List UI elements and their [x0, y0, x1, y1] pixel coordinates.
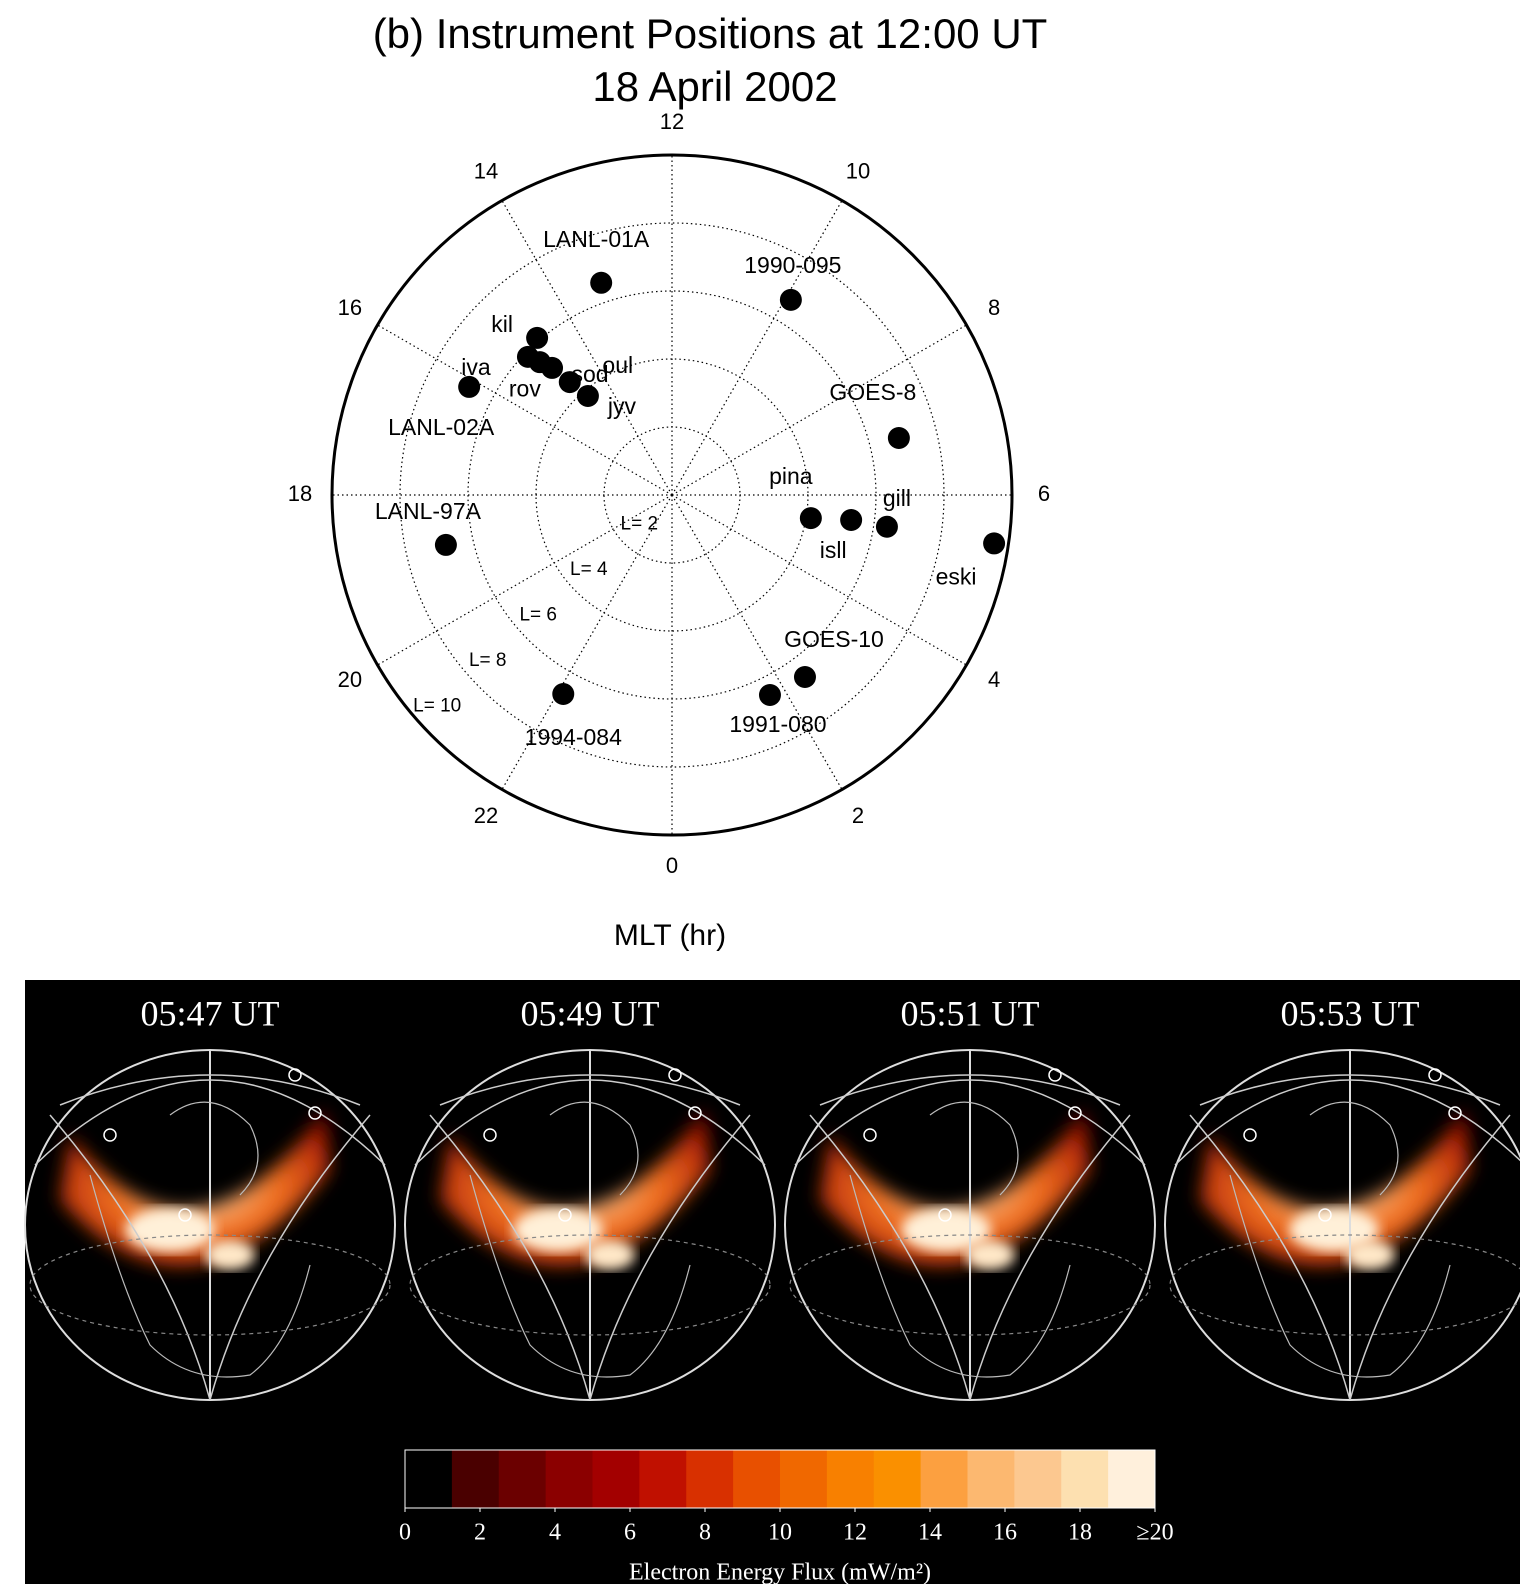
aurora-bright	[205, 1240, 255, 1270]
instrument-label: LANL-97A	[375, 498, 482, 524]
instrument-marker	[759, 684, 781, 706]
mlt-tick-label: 22	[474, 803, 498, 828]
instrument-marker	[590, 272, 612, 294]
instrument-marker	[541, 357, 563, 379]
panel-title: 05:51 UT	[901, 993, 1040, 1033]
l-ring-label: L= 4	[570, 559, 608, 580]
instrument-label: 1991-080	[729, 711, 826, 737]
colorbar-segment	[499, 1450, 546, 1508]
spoke	[672, 325, 966, 495]
instrument-label: iva	[461, 354, 491, 380]
colorbar-segment	[452, 1450, 499, 1508]
colorbar-segment	[827, 1450, 874, 1508]
instrument-marker	[876, 516, 898, 538]
colorbar-tick-label: 12	[843, 1520, 867, 1546]
colorbar-tick-label: 16	[993, 1520, 1017, 1546]
chart-subtitle: 18 April 2002	[592, 63, 837, 110]
aurora-bright	[965, 1240, 1015, 1270]
colorbar-tick-label: 8	[699, 1520, 711, 1546]
colorbar-segment	[874, 1450, 921, 1508]
colorbar-segment	[921, 1450, 968, 1508]
colorbar-tick-label: 10	[768, 1520, 792, 1546]
instrument-label: eski	[936, 564, 977, 590]
instrument-label: isll	[820, 537, 847, 563]
instrument-marker	[840, 509, 862, 531]
colorbar-segment	[1108, 1450, 1155, 1508]
colorbar-segment	[593, 1450, 640, 1508]
aurora-bright	[1345, 1240, 1395, 1270]
panel-title: 05:47 UT	[141, 993, 280, 1033]
colorbar-segment	[780, 1450, 827, 1508]
instrument-marker	[435, 534, 457, 556]
colorbar-tick-label: 4	[549, 1520, 561, 1546]
colorbar-tick-label: 2	[474, 1520, 486, 1546]
instrument-marker	[983, 532, 1005, 554]
mlt-tick-label: 14	[474, 159, 498, 184]
mlt-tick-label: 20	[338, 667, 362, 692]
mlt-tick-label: 10	[846, 159, 870, 184]
x-axis-label: MLT (hr)	[614, 919, 726, 952]
panel-title: 05:53 UT	[1281, 993, 1420, 1033]
page: (b) Instrument Positions at 12:00 UT 18 …	[0, 0, 1520, 1589]
colorbar-segment	[639, 1450, 686, 1508]
colorbar-tick-label: 14	[918, 1520, 942, 1546]
colorbar-segment	[1061, 1450, 1108, 1508]
aurora-bright	[585, 1240, 635, 1270]
instrument-marker	[458, 376, 480, 398]
instrument-label: GOES-8	[829, 379, 916, 405]
instrument-label: GOES-10	[784, 626, 884, 652]
colorbar-segment	[405, 1450, 452, 1508]
colorbar-segment	[686, 1450, 733, 1508]
mlt-tick-label: 16	[338, 295, 362, 320]
instrument-marker	[559, 371, 581, 393]
instrument-label: gill	[883, 485, 911, 511]
panel-title: 05:49 UT	[521, 993, 660, 1033]
aurora-bright	[125, 1208, 215, 1252]
colorbar-segment	[1014, 1450, 1061, 1508]
instrument-label: oul	[602, 352, 633, 378]
colorbar-segment	[968, 1450, 1015, 1508]
instrument-label: 1990-095	[744, 252, 841, 278]
colorbar-tick-label: 6	[624, 1520, 636, 1546]
instrument-label: kil	[491, 311, 513, 337]
instrument-label: 1994-084	[525, 724, 622, 750]
chart-title: (b) Instrument Positions at 12:00 UT	[373, 10, 1048, 57]
colorbar-label: Electron Energy Flux (mW/m²)	[629, 1560, 931, 1585]
mlt-tick-label: 8	[988, 295, 1000, 320]
instrument-marker	[526, 327, 548, 349]
instrument-label: pina	[769, 463, 813, 489]
colorbar-tick-label: ≥20	[1136, 1520, 1173, 1546]
mlt-tick-label: 2	[852, 803, 864, 828]
instrument-label: LANL-01A	[543, 226, 650, 252]
figure: (b) Instrument Positions at 12:00 UT 18 …	[0, 0, 1520, 1584]
mlt-tick-label: 4	[988, 667, 1000, 692]
instrument-marker	[794, 666, 816, 688]
instrument-label: LANL-02A	[388, 414, 495, 440]
instrument-marker	[552, 683, 574, 705]
mlt-tick-label: 18	[288, 481, 312, 506]
instrument-label: jyv	[607, 393, 637, 419]
l-ring-label: L= 10	[413, 695, 461, 716]
instrument-label: rov	[509, 375, 541, 401]
instrument-marker	[577, 385, 599, 407]
l-ring-label: L= 6	[519, 604, 557, 625]
colorbar-segment	[733, 1450, 780, 1508]
colorbar-tick-label: 0	[399, 1520, 411, 1546]
mlt-tick-label: 0	[666, 853, 678, 878]
instrument-marker	[780, 289, 802, 311]
colorbar-segment	[546, 1450, 593, 1508]
colorbar-tick-label: 18	[1068, 1520, 1092, 1546]
mlt-tick-label: 12	[660, 109, 684, 134]
instrument-marker	[888, 427, 910, 449]
instrument-marker	[800, 507, 822, 529]
l-ring-label: L= 8	[469, 650, 507, 671]
mlt-tick-label: 6	[1038, 481, 1050, 506]
spoke	[672, 201, 842, 495]
l-ring-label: L= 2	[621, 513, 659, 534]
